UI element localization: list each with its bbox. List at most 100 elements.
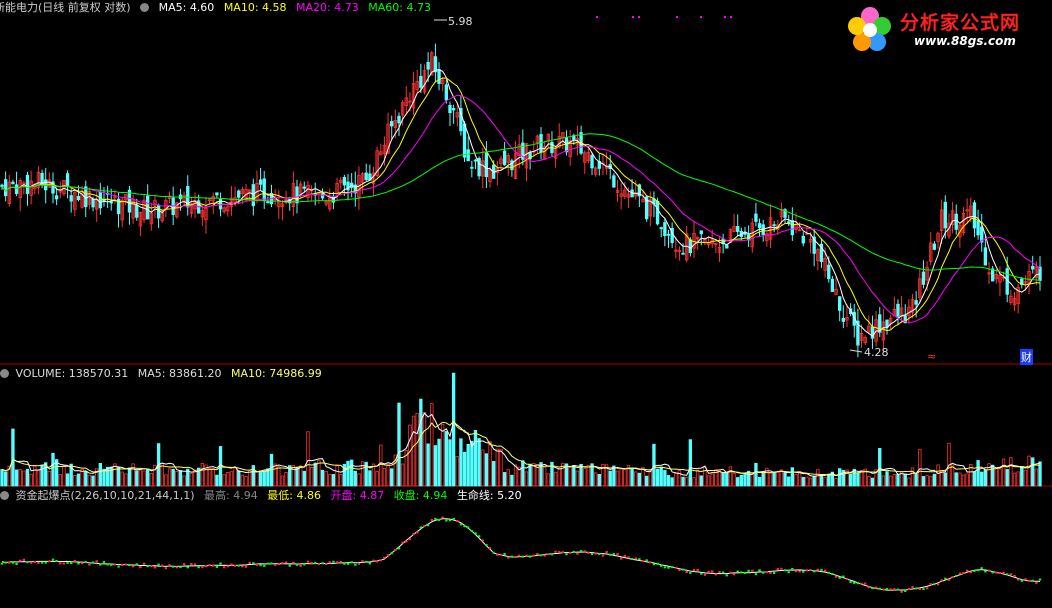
indicator-mark xyxy=(783,569,787,572)
indicator-mark xyxy=(568,551,572,554)
indicator-mark xyxy=(1038,578,1042,581)
candle-body xyxy=(462,123,467,158)
volume-bar xyxy=(73,475,77,487)
indicator-mark xyxy=(314,561,317,564)
indicator-mark xyxy=(201,565,204,568)
indicator-mark xyxy=(630,557,634,560)
indicator-mark xyxy=(244,565,248,568)
volume-bar xyxy=(335,465,339,487)
volume-bar xyxy=(969,464,973,487)
volume-bar xyxy=(444,431,449,487)
volume-bar xyxy=(717,470,722,487)
indicator-mark xyxy=(237,564,240,567)
candle-body xyxy=(932,243,937,250)
indicator-mark xyxy=(383,556,386,559)
volume-bar xyxy=(306,431,310,487)
candle-body xyxy=(91,198,95,208)
indicator-low: 最低: 4.86 xyxy=(267,489,321,502)
event-marker[interactable]: ≈ xyxy=(927,350,937,363)
indicator-mark xyxy=(40,561,44,564)
indicator-mark xyxy=(532,554,535,557)
volume-bar xyxy=(677,470,682,487)
indicator-mark xyxy=(55,559,58,562)
volume-bar xyxy=(400,463,405,487)
indicator-mark xyxy=(743,571,747,574)
volume-bar xyxy=(852,468,856,487)
volume-bar xyxy=(539,462,543,487)
volume-bar xyxy=(266,468,270,487)
finance-marker[interactable]: 财 xyxy=(1020,349,1033,365)
candle-body xyxy=(1009,295,1013,303)
candle-body xyxy=(772,224,776,227)
volume-bar xyxy=(80,469,84,487)
volume-bar xyxy=(422,412,427,487)
volume-bar xyxy=(575,470,580,487)
candle-body xyxy=(958,224,962,238)
candle-body xyxy=(470,166,474,169)
candle-body xyxy=(189,203,194,214)
candle-body xyxy=(732,226,736,233)
volume-bar xyxy=(688,439,693,487)
indicator-mark xyxy=(84,561,87,564)
candle-body xyxy=(929,242,933,262)
indicator-mark xyxy=(73,559,77,562)
volume-bar xyxy=(601,463,605,487)
indicator-mark xyxy=(452,517,455,520)
candle-body xyxy=(757,223,762,229)
indicator-mark xyxy=(390,552,393,555)
indicator-mark xyxy=(936,583,940,586)
candle-body xyxy=(488,169,492,183)
indicator-mark xyxy=(780,567,783,570)
settings-icon[interactable] xyxy=(0,491,9,500)
indicator-mark xyxy=(102,561,106,564)
indicator-mark xyxy=(66,561,69,564)
indicator-mark xyxy=(692,568,696,571)
volume-bar xyxy=(542,466,547,487)
settings-icon[interactable] xyxy=(140,3,150,12)
ma20-legend: MA20: 4.73 xyxy=(296,1,359,14)
volume-bar xyxy=(914,474,918,487)
volume-bar xyxy=(732,472,736,487)
volume-bar xyxy=(976,460,980,487)
volume-bar xyxy=(29,473,33,487)
indicator-mark xyxy=(503,552,506,555)
candle-body xyxy=(113,196,117,199)
volume-bar xyxy=(65,473,70,487)
indicator-mark xyxy=(769,571,772,574)
candle-body xyxy=(681,252,685,255)
indicator-mark xyxy=(707,570,710,573)
indicator-mark xyxy=(241,565,244,568)
ma60-line xyxy=(1,133,1041,281)
candle-body xyxy=(3,179,8,197)
indicator-mark xyxy=(448,519,452,522)
volume-bar xyxy=(856,472,860,487)
indicator-mark xyxy=(37,561,40,564)
volume-bar xyxy=(207,467,212,487)
candle-body xyxy=(717,246,722,253)
signal-dot xyxy=(724,16,726,18)
indicator-mark xyxy=(725,574,728,577)
candle-body xyxy=(910,299,915,313)
indicator-mark xyxy=(510,555,514,558)
volume-bar xyxy=(921,476,926,487)
candle-body xyxy=(1016,287,1020,304)
candle-body xyxy=(535,135,540,144)
volume-bar xyxy=(273,463,277,487)
indicator-mark xyxy=(80,562,84,565)
candle-body xyxy=(506,155,510,163)
candle-body xyxy=(626,193,631,198)
indicator-mark xyxy=(805,569,809,572)
candle-body xyxy=(499,158,503,164)
candle-body xyxy=(258,179,263,185)
volume-bar xyxy=(131,463,135,487)
volume-bar xyxy=(229,471,234,487)
volume-bar xyxy=(113,463,117,487)
settings-icon[interactable] xyxy=(0,369,9,378)
volume-bar xyxy=(841,470,846,487)
volume-bar xyxy=(54,459,59,487)
candle-body xyxy=(433,56,438,73)
indicator-mark xyxy=(354,563,357,566)
volume-bar xyxy=(848,473,853,487)
candle-body xyxy=(583,152,587,163)
volume-bar xyxy=(51,452,55,487)
